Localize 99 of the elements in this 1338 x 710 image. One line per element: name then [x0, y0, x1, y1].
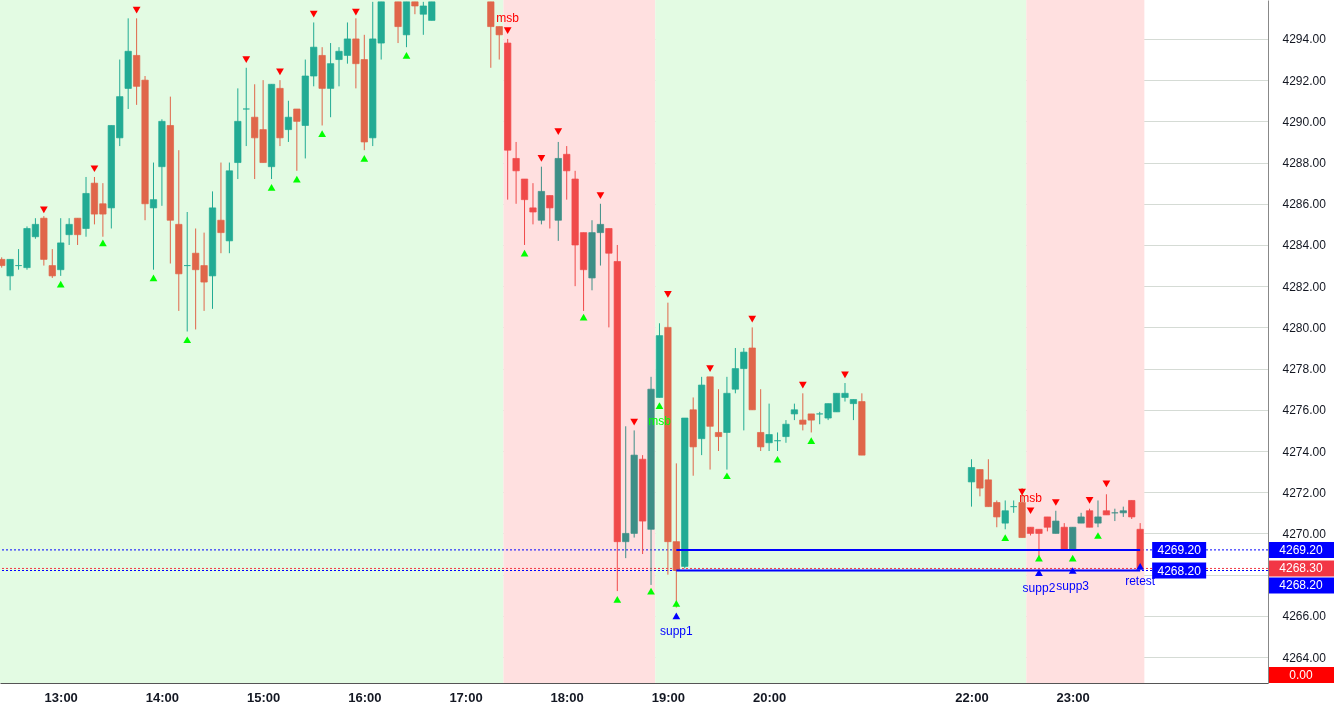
candlestick — [849, 399, 857, 421]
x-tick-label: 20:00 — [752, 689, 787, 705]
y-tick-label: 4276.00 — [1282, 403, 1327, 418]
annotation: supp3 — [1056, 578, 1090, 593]
candlestick — [411, 1, 419, 15]
annotation: msb — [1019, 490, 1043, 505]
x-tick-label: 23:00 — [1056, 689, 1090, 705]
candlestick — [1086, 508, 1094, 528]
y-tick-label: 4284.00 — [1282, 238, 1327, 253]
candlestick — [1001, 499, 1009, 530]
x-tick-label: 22:00 — [955, 689, 989, 705]
point — [1094, 532, 1102, 539]
point — [630, 418, 639, 426]
candlestick — [546, 195, 554, 229]
ref-line-label: 4268.20 — [1279, 578, 1324, 593]
ref-line-label: 4269.20 — [1279, 542, 1324, 557]
candlestick — [782, 419, 790, 444]
y-tick-label: 4264.00 — [1282, 650, 1327, 665]
y-tick-label: 4292.00 — [1282, 73, 1327, 88]
point — [402, 52, 411, 59]
candlestick — [293, 108, 301, 172]
point — [267, 183, 276, 191]
x-tick-label: 13:00 — [44, 689, 78, 705]
y-tick-label: 4294.00 — [1282, 32, 1327, 47]
candlestick — [284, 100, 292, 143]
point — [773, 455, 782, 463]
point — [723, 472, 731, 480]
point — [1051, 499, 1060, 506]
point — [841, 371, 849, 379]
point — [1136, 563, 1145, 570]
point — [798, 381, 807, 389]
point — [149, 274, 158, 282]
point — [183, 336, 192, 344]
x-tick-label: 14:00 — [145, 689, 180, 705]
x-tick-label: 15:00 — [246, 689, 281, 705]
point — [1026, 507, 1035, 515]
candlestick — [48, 248, 56, 279]
x-tick-label: 19:00 — [651, 689, 686, 705]
candlestick — [563, 145, 571, 201]
x-tick-label: 17:00 — [449, 689, 483, 705]
y-tick-label: 4270.00 — [1282, 526, 1327, 541]
candlestick — [967, 458, 976, 508]
candlestick — [512, 141, 520, 205]
point — [99, 239, 107, 247]
annotation: supp1 — [659, 623, 693, 638]
point — [360, 155, 369, 162]
point — [807, 437, 816, 445]
point — [309, 10, 318, 18]
point — [672, 600, 681, 607]
candlestick — [74, 217, 82, 246]
point — [352, 8, 360, 16]
point — [1085, 497, 1094, 504]
point — [318, 130, 327, 138]
y-tick-label: 4290.00 — [1282, 114, 1327, 129]
point — [664, 291, 672, 298]
x-tick-label: 16:00 — [348, 689, 382, 705]
y-tick-label: 4288.00 — [1282, 156, 1327, 171]
candlestick — [149, 162, 158, 271]
candlestick — [757, 388, 765, 452]
point — [1001, 534, 1010, 541]
y-tick-label: 4286.00 — [1282, 197, 1327, 212]
y-tick-label: 4274.00 — [1282, 444, 1327, 459]
point — [90, 165, 99, 173]
candlestick — [1060, 522, 1068, 551]
candlestick — [1094, 499, 1102, 528]
y-tick-label: 4280.00 — [1282, 320, 1327, 335]
x-tick-label: 18:00 — [550, 689, 584, 705]
annotation: supp2 — [1022, 580, 1056, 595]
candlestick — [1102, 493, 1110, 516]
annotation: msb — [496, 10, 520, 25]
y-tick-label: 4266.00 — [1282, 609, 1327, 624]
point — [242, 56, 251, 63]
point — [672, 612, 681, 620]
text: 0.00 — [1289, 668, 1313, 682]
candlestick — [714, 388, 723, 452]
point — [503, 27, 512, 35]
point — [132, 6, 141, 14]
ref-line-label: 4268.30 — [1279, 561, 1324, 576]
candlestick — [217, 162, 225, 254]
point — [520, 249, 529, 257]
candlestick — [242, 67, 250, 147]
point — [706, 365, 714, 372]
annotation: retest — [1125, 574, 1156, 589]
candlestick — [520, 178, 529, 246]
point — [613, 596, 622, 603]
data-label: 4269.20 — [1157, 542, 1202, 557]
point — [537, 155, 546, 162]
point — [554, 128, 563, 136]
y-tick-label: 4272.00 — [1282, 485, 1327, 500]
point — [748, 315, 757, 323]
point — [655, 402, 664, 410]
y-tick-label: 4278.00 — [1282, 362, 1327, 377]
candlestick — [529, 182, 537, 225]
candlestick — [1052, 510, 1060, 534]
y-tick-label: 4282.00 — [1282, 279, 1327, 294]
candlestick — [65, 217, 73, 246]
point — [596, 192, 605, 199]
data-label: 4268.20 — [1157, 563, 1202, 578]
candlestick — [1128, 499, 1136, 520]
